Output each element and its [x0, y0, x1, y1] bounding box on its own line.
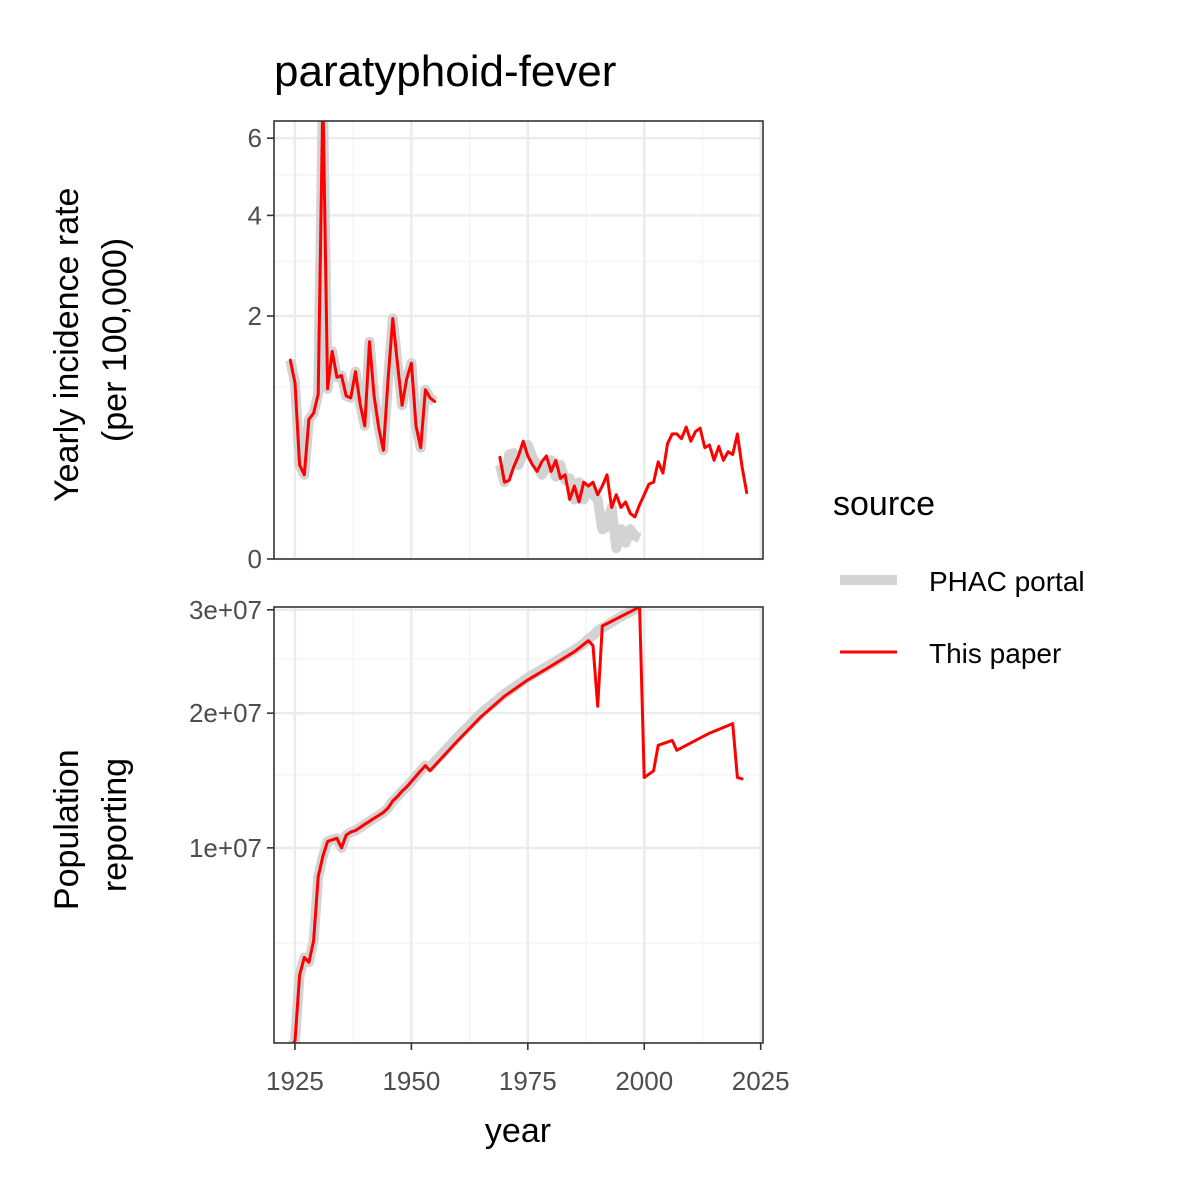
x-tick-label: 1975 [499, 1066, 557, 1096]
incidence-y-ticks: 0 2 4 6 [248, 123, 274, 574]
incidence-y-tick-label: 2 [248, 301, 262, 331]
population-y-axis-title-line1: Population [48, 749, 86, 910]
population-series [287, 607, 744, 1043]
incidence-grid [274, 121, 763, 561]
legend: source PHAC portal This paper [833, 485, 1085, 669]
population-y-tick-label: 2e+07 [189, 698, 262, 728]
x-tick-label: 2025 [732, 1066, 790, 1096]
legend-label-this-paper: This paper [929, 638, 1061, 669]
panel-incidence: 0 2 4 6 Yearly incidence rate (per 100,000) [48, 120, 764, 574]
population-y-axis-title: Population reporting [48, 740, 134, 910]
x-tick-label: 2000 [615, 1066, 673, 1096]
legend-title: source [833, 485, 935, 523]
x-axis-ticks: 1925 1950 1975 2000 2025 [266, 1043, 790, 1096]
incidence-panel-border [273, 120, 764, 560]
incidence-y-tick-label: 4 [248, 200, 262, 230]
incidence-y-axis-title-line1: Yearly incidence rate [48, 188, 86, 502]
population-grid [274, 607, 763, 1043]
incidence-line-this-paper-segment-1 [288, 121, 437, 477]
incidence-line-this-paper-segment-2 [498, 425, 749, 519]
x-tick-label: 1925 [266, 1066, 324, 1096]
incidence-line-phac-portal-segment-2 [495, 440, 642, 554]
incidence-y-axis-title: Yearly incidence rate (per 100,000) [48, 178, 134, 502]
population-y-ticks: 1e+07 2e+07 3e+07 [189, 595, 274, 863]
incidence-y-tick-label: 6 [248, 123, 262, 153]
incidence-y-tick-label: 0 [248, 544, 262, 574]
chart-title: paratyphoid-fever [274, 47, 616, 96]
population-y-tick-label: 3e+07 [189, 595, 262, 625]
population-panel-border [273, 606, 764, 1044]
x-axis-title: year [485, 1112, 551, 1150]
incidence-series [285, 121, 749, 554]
population-y-axis-title-line2: reporting [96, 758, 134, 892]
population-y-tick-label: 1e+07 [189, 833, 262, 863]
x-tick-label: 1950 [382, 1066, 440, 1096]
legend-label-phac-portal: PHAC portal [929, 566, 1085, 597]
population-line-this-paper-segment-1 [291, 607, 744, 1043]
panel-population: 1e+07 2e+07 3e+07 Population reporting [48, 595, 764, 1044]
incidence-y-axis-title-line2: (per 100,000) [96, 238, 134, 442]
population-line-phac-portal-segment-1 [287, 607, 642, 1043]
